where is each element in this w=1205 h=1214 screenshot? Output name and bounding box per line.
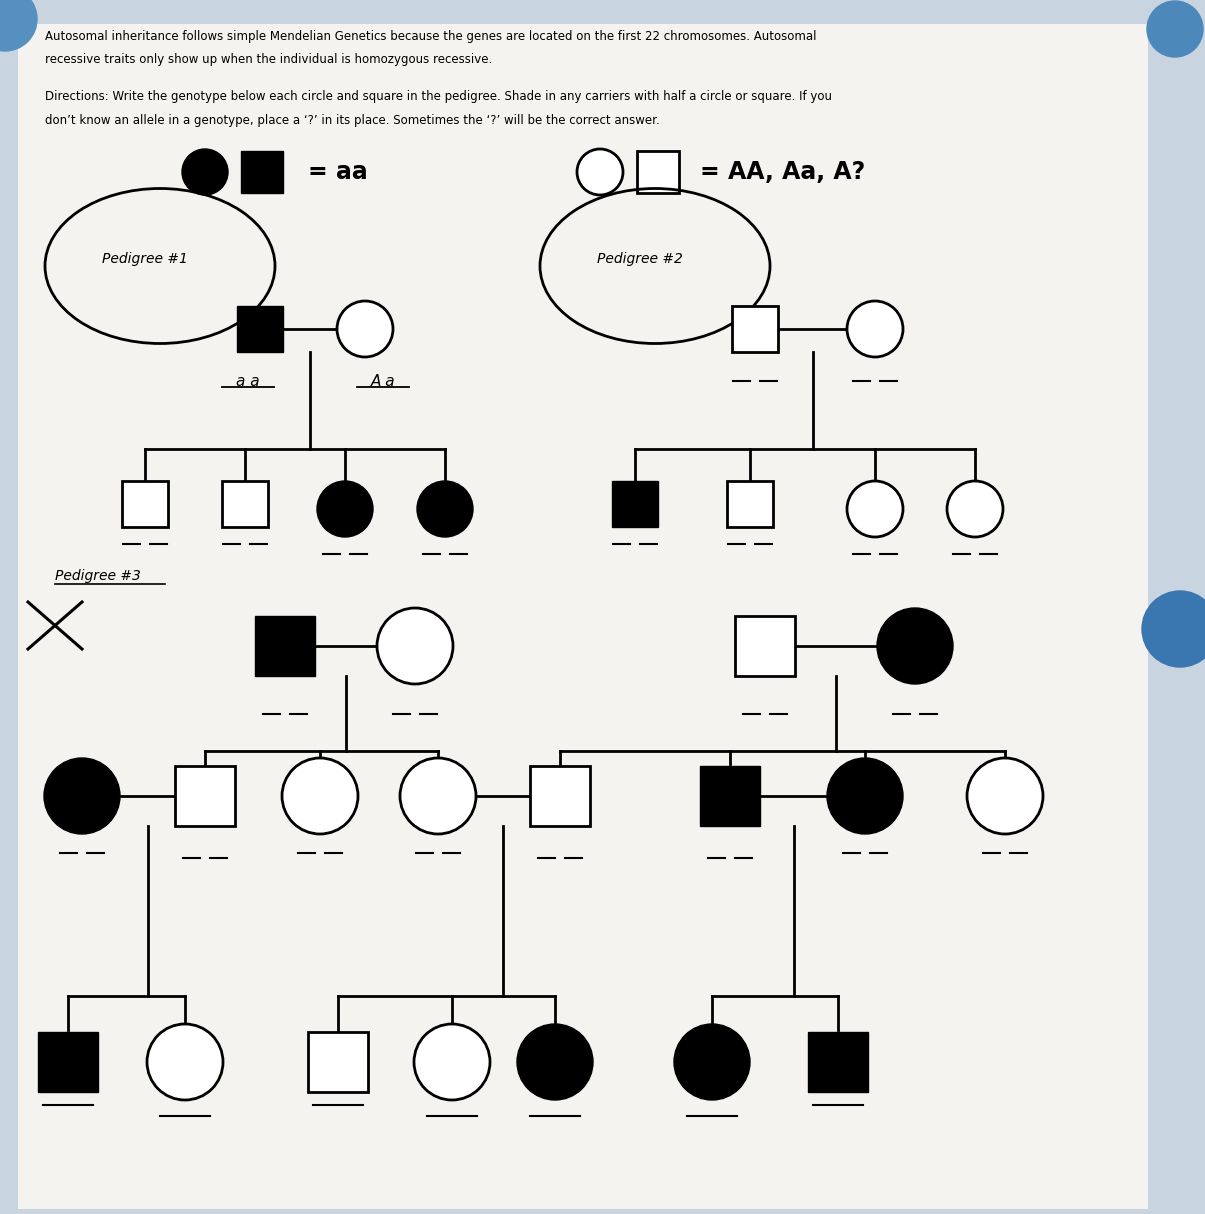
Circle shape — [827, 758, 903, 834]
Bar — [637, 151, 678, 193]
Bar — [222, 481, 268, 527]
Bar — [735, 615, 795, 676]
Bar — [122, 481, 167, 527]
Text: Directions: Write the genotype below each circle and square in the pedigree. Sha: Directions: Write the genotype below eac… — [45, 90, 831, 102]
Text: Pedigree #2: Pedigree #2 — [596, 253, 683, 266]
Text: = aa: = aa — [308, 160, 368, 185]
Bar — [700, 766, 760, 826]
Circle shape — [377, 608, 453, 683]
Circle shape — [674, 1023, 750, 1100]
Circle shape — [400, 758, 476, 834]
Bar — [175, 766, 235, 826]
Circle shape — [317, 481, 374, 537]
Text: a a: a a — [236, 374, 260, 388]
Text: recessive traits only show up when the individual is homozygous recessive.: recessive traits only show up when the i… — [45, 52, 493, 66]
Circle shape — [847, 481, 903, 537]
Text: don’t know an allele in a genotype, place a ‘?’ in its place. Sometimes the ‘?’ : don’t know an allele in a genotype, plac… — [45, 113, 660, 126]
Circle shape — [182, 149, 228, 195]
Text: = AA, Aa, A?: = AA, Aa, A? — [700, 160, 865, 185]
Bar — [530, 766, 590, 826]
Circle shape — [1147, 1, 1203, 57]
Bar — [727, 481, 772, 527]
Text: Pedigree #3: Pedigree #3 — [55, 569, 141, 583]
Circle shape — [1142, 591, 1205, 666]
Circle shape — [147, 1023, 223, 1100]
Text: A a: A a — [371, 374, 395, 388]
Circle shape — [847, 301, 903, 357]
Circle shape — [45, 758, 120, 834]
Circle shape — [415, 1023, 490, 1100]
Circle shape — [282, 758, 358, 834]
Circle shape — [337, 301, 393, 357]
Bar — [39, 1032, 98, 1093]
Bar — [255, 615, 315, 676]
Circle shape — [966, 758, 1044, 834]
Bar — [809, 1032, 868, 1093]
Circle shape — [947, 481, 1003, 537]
Circle shape — [0, 0, 37, 51]
Bar — [308, 1032, 368, 1093]
Text: Pedigree #1: Pedigree #1 — [102, 253, 188, 266]
Text: Autosomal inheritance follows simple Mendelian Genetics because the genes are lo: Autosomal inheritance follows simple Men… — [45, 29, 817, 42]
Circle shape — [517, 1023, 593, 1100]
Bar — [241, 151, 283, 193]
Circle shape — [577, 149, 623, 195]
Circle shape — [877, 608, 953, 683]
FancyBboxPatch shape — [18, 24, 1148, 1209]
Circle shape — [417, 481, 474, 537]
Bar — [731, 306, 778, 352]
Bar — [612, 481, 658, 527]
Bar — [237, 306, 283, 352]
